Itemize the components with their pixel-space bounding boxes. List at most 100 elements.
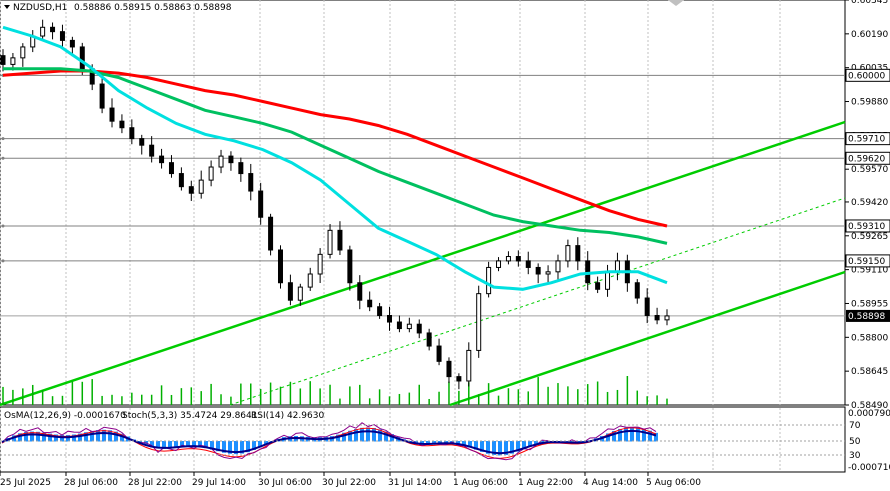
candle-body — [10, 57, 16, 65]
candle-body — [119, 120, 125, 129]
candle-body — [654, 314, 660, 321]
dropdown-triangle-icon[interactable] — [4, 5, 10, 9]
trend-channel — [0, 120, 846, 407]
lower-trendline — [449, 270, 846, 407]
osma-bar — [618, 428, 622, 442]
price-tick-label: 0.60345 — [851, 0, 888, 6]
level-label-box — [845, 132, 890, 146]
candlesticks — [0, 19, 670, 390]
osma-bar — [342, 432, 346, 442]
osma-bar — [18, 433, 22, 442]
osma-bar — [516, 441, 520, 452]
one-click-arrow-icon[interactable] — [668, 0, 684, 6]
osma-bar — [390, 434, 394, 442]
candle-body — [486, 266, 492, 295]
candle-body — [188, 186, 194, 194]
candle-body — [565, 245, 571, 262]
symbol-label: NZDUSD,H1 — [13, 3, 67, 13]
candle-body — [585, 260, 591, 284]
candle-body — [505, 256, 511, 262]
candle-body — [515, 256, 521, 262]
osma-bar — [636, 427, 640, 442]
osma-bar — [180, 441, 184, 448]
candle-body — [595, 282, 601, 290]
level-marker — [1, 224, 5, 228]
osma-bar — [204, 441, 208, 449]
indicator-tick-label: 30 — [849, 451, 861, 461]
osma-bar — [156, 441, 160, 449]
osma-bar — [60, 435, 64, 442]
osma-bar — [96, 430, 100, 442]
candle-body — [535, 266, 541, 275]
ohlc-label: 0.58886 0.58915 0.58863 0.58898 — [74, 3, 232, 13]
candle-body — [50, 26, 56, 33]
osma-bar — [384, 431, 388, 442]
osma-bar — [48, 433, 52, 442]
osma-bar — [264, 441, 268, 445]
candle-body — [69, 39, 75, 48]
osma-bar — [138, 441, 142, 443]
candle-body — [79, 46, 85, 70]
time-tick-label: 31 Jul 14:00 — [388, 478, 442, 488]
osma-bar — [438, 441, 442, 444]
time-tick-label: 28 Jul 06:00 — [64, 478, 118, 488]
osma-bar — [648, 430, 652, 442]
osma-bar — [54, 434, 58, 442]
osma-bar — [468, 441, 472, 448]
time-tick-label: 1 Aug 06:00 — [453, 478, 508, 488]
candle-body — [297, 286, 303, 301]
candle-body — [634, 282, 640, 299]
osma-bar — [174, 441, 178, 448]
price-tick-label: 0.59570 — [851, 165, 888, 175]
candle-body — [337, 229, 343, 251]
level-marker — [1, 259, 5, 263]
osma-bar — [462, 441, 466, 446]
indicator-tick-label: 70 — [849, 421, 861, 431]
osma-bar — [30, 431, 34, 442]
level-label-box — [845, 151, 890, 165]
candle-body — [496, 260, 502, 268]
osma-bar — [192, 441, 196, 447]
candle-body — [456, 376, 462, 382]
osma-bar — [522, 441, 526, 450]
osma-bar — [24, 431, 28, 442]
candle-body — [327, 229, 333, 255]
osma-bar — [150, 441, 154, 448]
osma-bar — [456, 441, 460, 445]
level-label: 0.59710 — [848, 135, 885, 145]
price-tick-label: 0.58645 — [851, 367, 888, 377]
moving-average-line — [3, 67, 668, 245]
price-tick-label: 0.60190 — [851, 30, 888, 40]
price-tick-label: 0.59420 — [851, 198, 888, 208]
candle-body — [575, 245, 581, 262]
time-tick-label: 29 Jul 14:00 — [192, 478, 246, 488]
candle-body — [357, 282, 363, 301]
osma-bar — [36, 431, 40, 442]
osma-bar — [258, 441, 262, 448]
osma-bar — [102, 429, 106, 442]
volume-bars — [2, 376, 668, 405]
osma-bar — [528, 441, 532, 447]
osma-bar — [42, 432, 46, 442]
osma-bar — [114, 431, 118, 442]
candle-body — [258, 190, 264, 218]
osma-bar — [414, 441, 418, 444]
candle-body — [198, 179, 204, 194]
candle-body — [476, 293, 482, 351]
osma-bar — [162, 441, 166, 449]
candle-body — [466, 349, 472, 382]
stoch-label: Stoch(5,3,3) 35.4724 29.8641 — [122, 411, 257, 421]
candle-body — [248, 173, 254, 192]
osma-bar — [642, 428, 646, 442]
osma-bar — [426, 441, 430, 444]
level-label: 0.60000 — [848, 71, 885, 81]
osma-bar — [198, 441, 202, 448]
osma-bar — [240, 441, 244, 454]
price-tick-label: 0.58490 — [851, 401, 888, 411]
indicator-tick-label: -0.0007100 — [848, 463, 890, 473]
price-tick-label: 0.58800 — [851, 333, 888, 343]
candle-body — [377, 306, 383, 316]
osma-bar — [654, 432, 658, 442]
candle-body — [436, 345, 442, 362]
